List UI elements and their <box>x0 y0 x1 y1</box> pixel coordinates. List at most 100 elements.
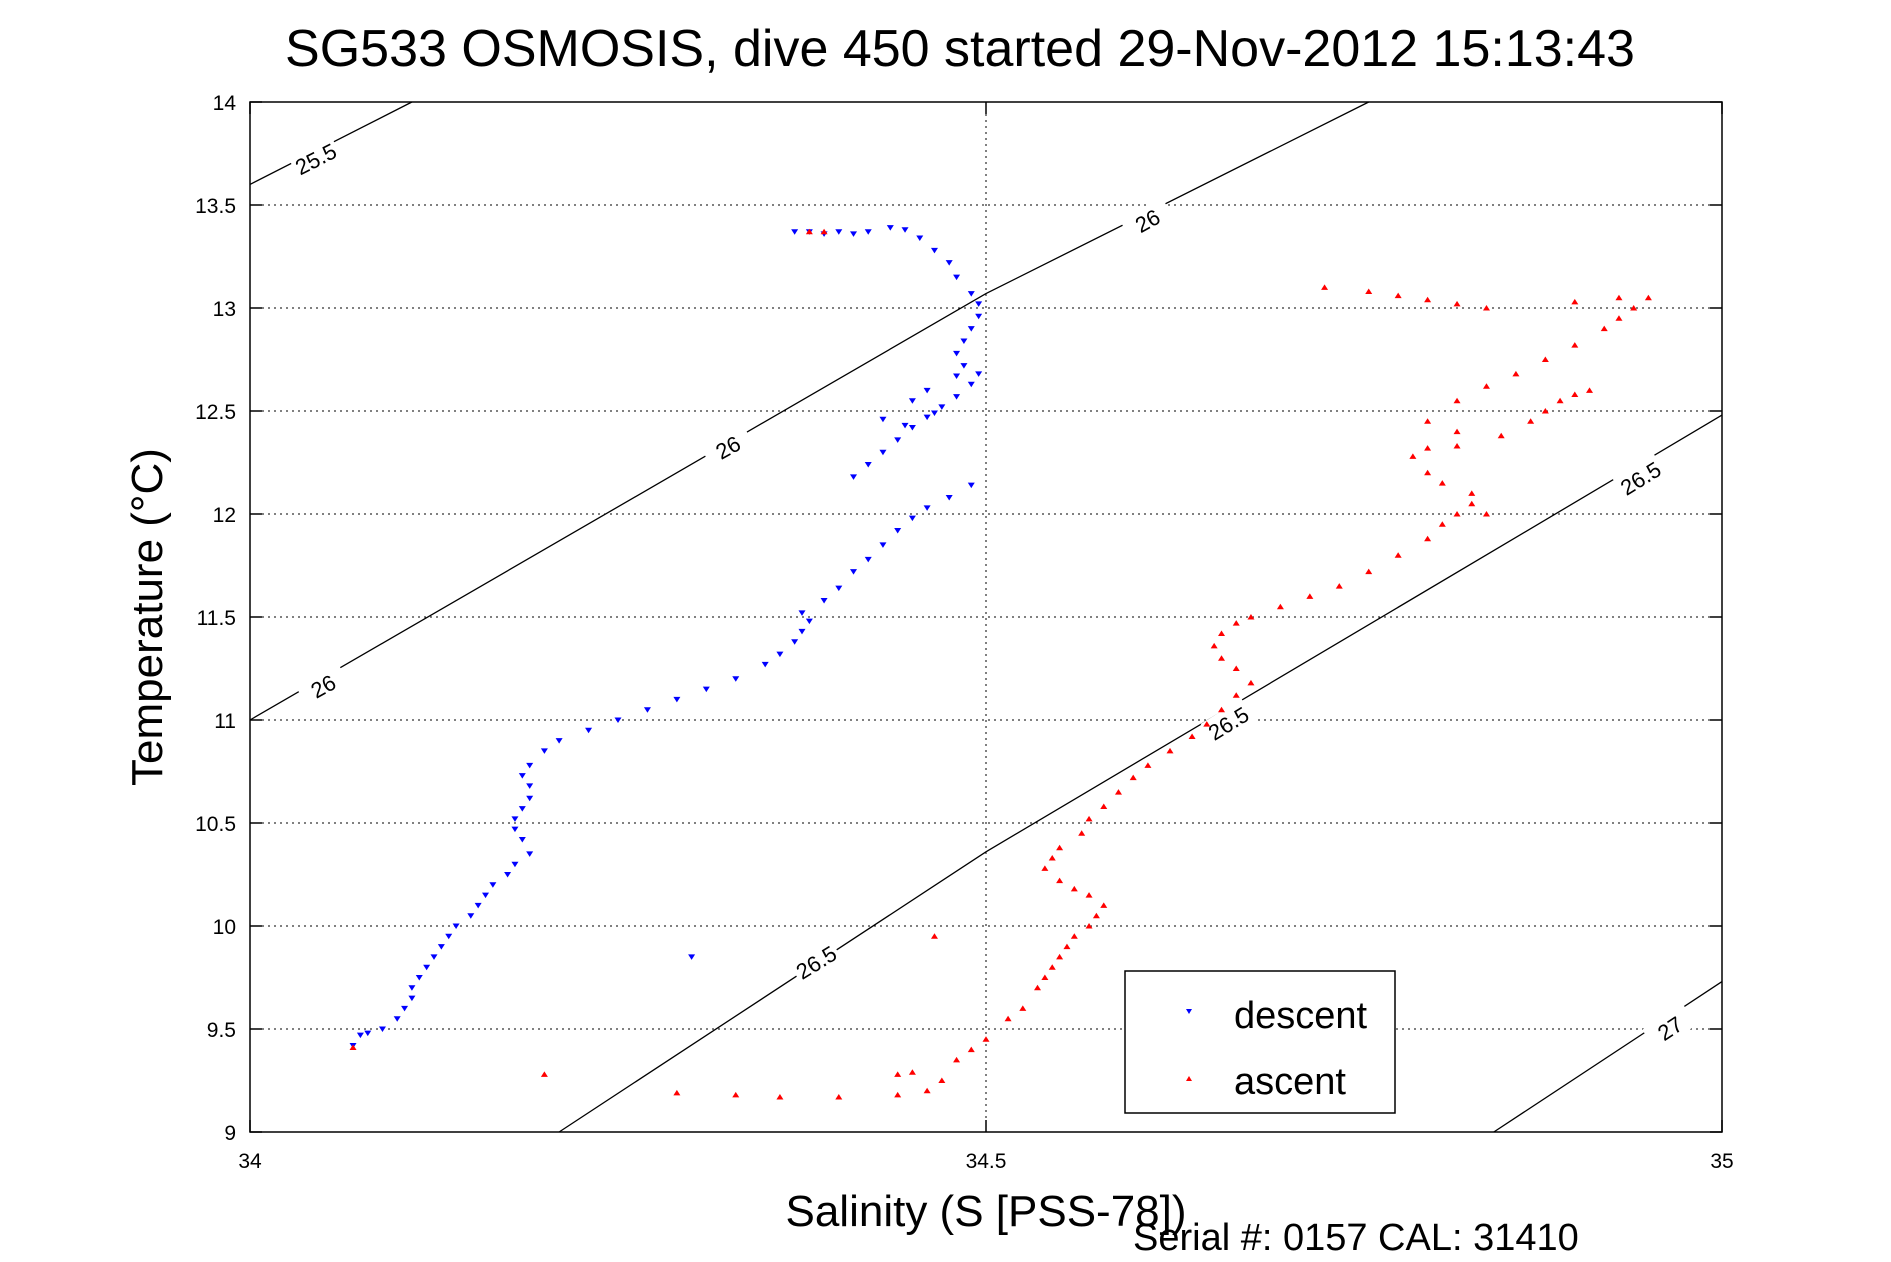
descent-point <box>916 235 924 241</box>
ascent-point <box>820 228 828 235</box>
x-tick-label: 35 <box>1710 1150 1733 1173</box>
descent-point <box>393 1016 401 1022</box>
legend: descent ascent <box>1124 970 1396 1114</box>
descent-point <box>798 628 806 635</box>
descent-point <box>930 247 938 254</box>
descent-point <box>511 861 519 868</box>
descent-point <box>953 274 961 281</box>
ascent-point <box>1424 418 1432 424</box>
ascent-point <box>1630 305 1638 311</box>
ascent-point <box>1129 774 1137 781</box>
ascent-point <box>1056 844 1064 851</box>
ascent-point <box>1048 964 1056 970</box>
plot-area <box>250 102 1722 1132</box>
descent-point <box>356 1032 364 1039</box>
ascent-point <box>1424 469 1432 476</box>
ascent-point <box>1218 706 1226 713</box>
ascent-point <box>1556 397 1564 404</box>
contour-label-background <box>295 662 350 709</box>
ascent-point <box>835 1093 843 1100</box>
descent-point <box>879 449 887 456</box>
descent-point <box>975 313 983 320</box>
descent-point <box>894 437 902 443</box>
ascent-point <box>1070 933 1078 939</box>
descent-point <box>526 762 534 769</box>
descent-point <box>967 291 975 297</box>
y-tick-label: 11 <box>214 710 236 733</box>
ascent-point <box>1166 747 1174 754</box>
ascent-point <box>1571 391 1579 398</box>
grid-lines <box>250 102 1722 1132</box>
ascent-point <box>923 1087 931 1094</box>
descent-point <box>908 424 916 431</box>
ascent-point <box>1218 655 1226 661</box>
ascent-point <box>1019 1005 1027 1011</box>
ascent-point <box>1004 1015 1012 1022</box>
descent-point <box>526 795 534 802</box>
ascent-point <box>349 1044 357 1051</box>
y-tick-label: 9 <box>224 1122 236 1145</box>
ascent-point <box>1482 383 1490 389</box>
x-tick-label: 34.5 <box>966 1150 1007 1173</box>
descent-point <box>945 495 953 501</box>
ascent-point <box>1512 370 1520 377</box>
ascent-point <box>1468 490 1476 496</box>
descent-point <box>923 414 931 421</box>
ascent-point <box>1048 855 1056 861</box>
descent-point <box>850 474 858 480</box>
descent-point <box>879 542 887 548</box>
ascent-point <box>1056 877 1064 884</box>
descent-point <box>504 872 512 878</box>
y-tick-label: 12.5 <box>195 401 236 424</box>
ascent-point <box>1615 315 1623 321</box>
descent-point <box>975 301 983 307</box>
ascent-point <box>938 1077 946 1083</box>
ascent-point <box>930 933 938 939</box>
descent-point <box>489 882 497 888</box>
ascent-point <box>1571 298 1579 305</box>
density-contour-label: 26 <box>700 423 755 470</box>
ascent-point <box>1085 923 1093 929</box>
descent-point <box>518 836 526 843</box>
descent-point <box>430 954 438 960</box>
ascent-point <box>1409 453 1417 459</box>
descent-point <box>805 618 813 625</box>
ascent-point <box>1276 603 1284 610</box>
descent-point <box>423 964 431 971</box>
descent-point <box>540 748 548 754</box>
descent-point <box>511 826 519 833</box>
ascent-point <box>1063 943 1071 950</box>
x-tick-label: 34 <box>238 1150 262 1173</box>
descent-point <box>364 1030 372 1037</box>
ascent-point <box>1453 397 1461 404</box>
descent-point <box>953 373 961 379</box>
descent-point <box>518 773 526 779</box>
descent-point <box>585 727 593 734</box>
descent-point <box>452 923 460 929</box>
ascent-point <box>1527 418 1535 424</box>
descent-point <box>945 260 953 266</box>
ascent-point <box>776 1093 784 1100</box>
ascent-point <box>1232 692 1240 698</box>
descent-point <box>776 651 784 658</box>
ascent-point <box>1541 408 1549 414</box>
chart-title: SG533 OSMOSIS, dive 450 started 29-Nov-2… <box>285 20 1635 78</box>
descent-point <box>960 363 968 369</box>
descent-point <box>908 515 916 522</box>
descent-point <box>555 738 563 744</box>
y-tick-label: 13 <box>213 298 236 321</box>
ascent-point <box>894 1091 902 1098</box>
descent-point <box>864 462 872 468</box>
ascent-point <box>540 1071 548 1077</box>
ascent-point <box>1438 521 1446 527</box>
serial-calibration-text: Serial #: 0157 CAL: 31410 <box>1133 1217 1579 1259</box>
descent-point <box>518 806 526 812</box>
ascent-point <box>1453 443 1461 449</box>
descent-point <box>437 944 445 950</box>
descent-point <box>879 416 887 423</box>
contour-label-background <box>1612 453 1668 501</box>
ascent-point <box>1056 953 1064 960</box>
ascent-point <box>1078 830 1086 836</box>
descent-point <box>614 717 622 723</box>
